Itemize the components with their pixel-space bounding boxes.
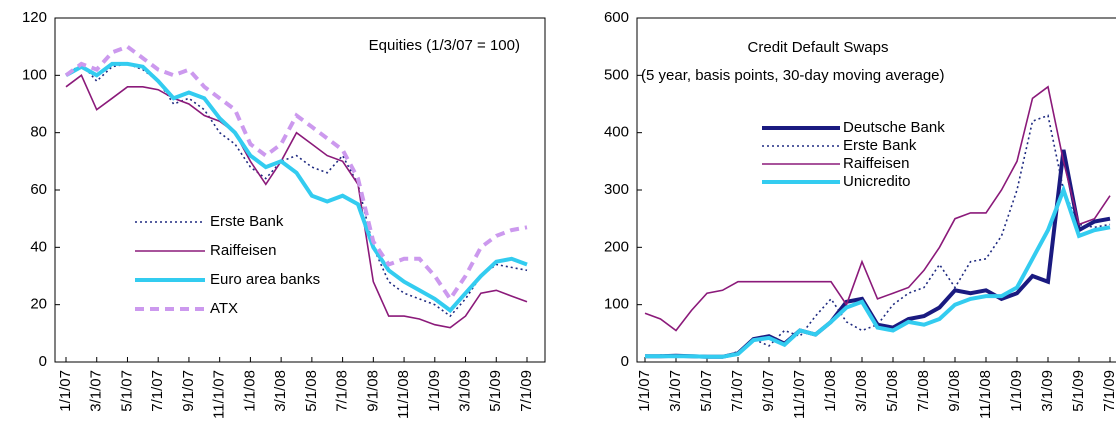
x-tick-label: 5/1/07	[118, 370, 135, 412]
legend-label: ATX	[210, 300, 238, 317]
x-tick-label: 1/1/07	[57, 370, 74, 412]
y-tick-label: 40	[30, 238, 47, 255]
x-tick-label: 3/1/08	[853, 370, 870, 412]
legend-label: Deutsche Bank	[843, 119, 945, 136]
legend-label: Euro area banks	[210, 271, 320, 288]
series-line	[65, 62, 528, 318]
x-tick-label: 5/1/08	[884, 370, 901, 412]
x-tick-label: 5/1/09	[1070, 370, 1087, 412]
y-tick-label: 500	[604, 66, 629, 83]
y-tick-label: 100	[22, 66, 47, 83]
x-tick-label: 3/1/07	[88, 370, 105, 412]
x-tick-label: 3/1/07	[667, 370, 684, 412]
y-tick-label: 200	[604, 238, 629, 255]
series-line	[645, 184, 1111, 359]
y-tick-label: 300	[604, 181, 629, 198]
x-tick-label: 9/1/08	[946, 370, 963, 412]
series-line	[644, 85, 1111, 332]
x-tick-label: 9/1/07	[180, 370, 197, 412]
legend-label: Raiffeisen	[210, 242, 276, 259]
x-tick-label: 9/1/08	[364, 370, 381, 412]
series-line	[65, 61, 528, 314]
x-tick-label: 11/1/08	[977, 370, 994, 419]
plot-frame	[54, 17, 546, 363]
legend-label: Erste Bank	[210, 213, 284, 230]
y-tick-label: 400	[604, 124, 629, 141]
x-tick-label: 5/1/07	[698, 370, 715, 412]
x-tick-label: 7/1/07	[729, 370, 746, 412]
x-tick-label: 1/1/07	[636, 370, 653, 412]
annotation: Credit Default Swaps	[748, 39, 889, 56]
x-tick-label: 5/1/09	[487, 370, 504, 412]
x-tick-label: 1/1/08	[822, 370, 839, 412]
legend-label: Raiffeisen	[843, 155, 909, 172]
y-tick-label: 60	[30, 181, 47, 198]
y-tick-label: 20	[30, 296, 47, 313]
x-tick-label: 7/1/07	[149, 370, 166, 412]
legend-label: Erste Bank	[843, 137, 917, 154]
annotation: Equities (1/3/07 = 100)	[369, 37, 520, 54]
x-tick-label: 7/1/09	[518, 370, 535, 412]
x-tick-label: 7/1/09	[1101, 370, 1116, 412]
x-tick-label: 1/1/09	[1008, 370, 1025, 412]
y-tick-label: 0	[621, 353, 629, 370]
y-tick-label: 100	[604, 296, 629, 313]
x-tick-label: 7/1/08	[334, 370, 351, 412]
series-line	[64, 44, 528, 303]
x-tick-label: 3/1/09	[457, 370, 474, 412]
x-tick-label: 11/1/07	[791, 370, 808, 419]
x-tick-label: 7/1/08	[915, 370, 932, 412]
y-tick-label: 120	[22, 9, 47, 26]
series-line	[65, 74, 528, 329]
x-tick-label: 11/1/07	[211, 370, 228, 419]
legend-label: Unicredito	[843, 173, 911, 190]
y-tick-label: 600	[604, 9, 629, 26]
x-tick-label: 11/1/08	[395, 370, 412, 419]
x-tick-label: 1/1/08	[241, 370, 258, 412]
y-tick-label: 80	[30, 124, 47, 141]
x-tick-label: 3/1/08	[272, 370, 289, 412]
annotation: (5 year, basis points, 30-day moving ave…	[641, 67, 945, 84]
x-tick-label: 3/1/09	[1039, 370, 1056, 412]
x-tick-label: 5/1/08	[303, 370, 320, 412]
y-tick-label: 0	[39, 353, 47, 370]
x-tick-label: 9/1/07	[760, 370, 777, 412]
x-tick-label: 1/1/09	[426, 370, 443, 412]
